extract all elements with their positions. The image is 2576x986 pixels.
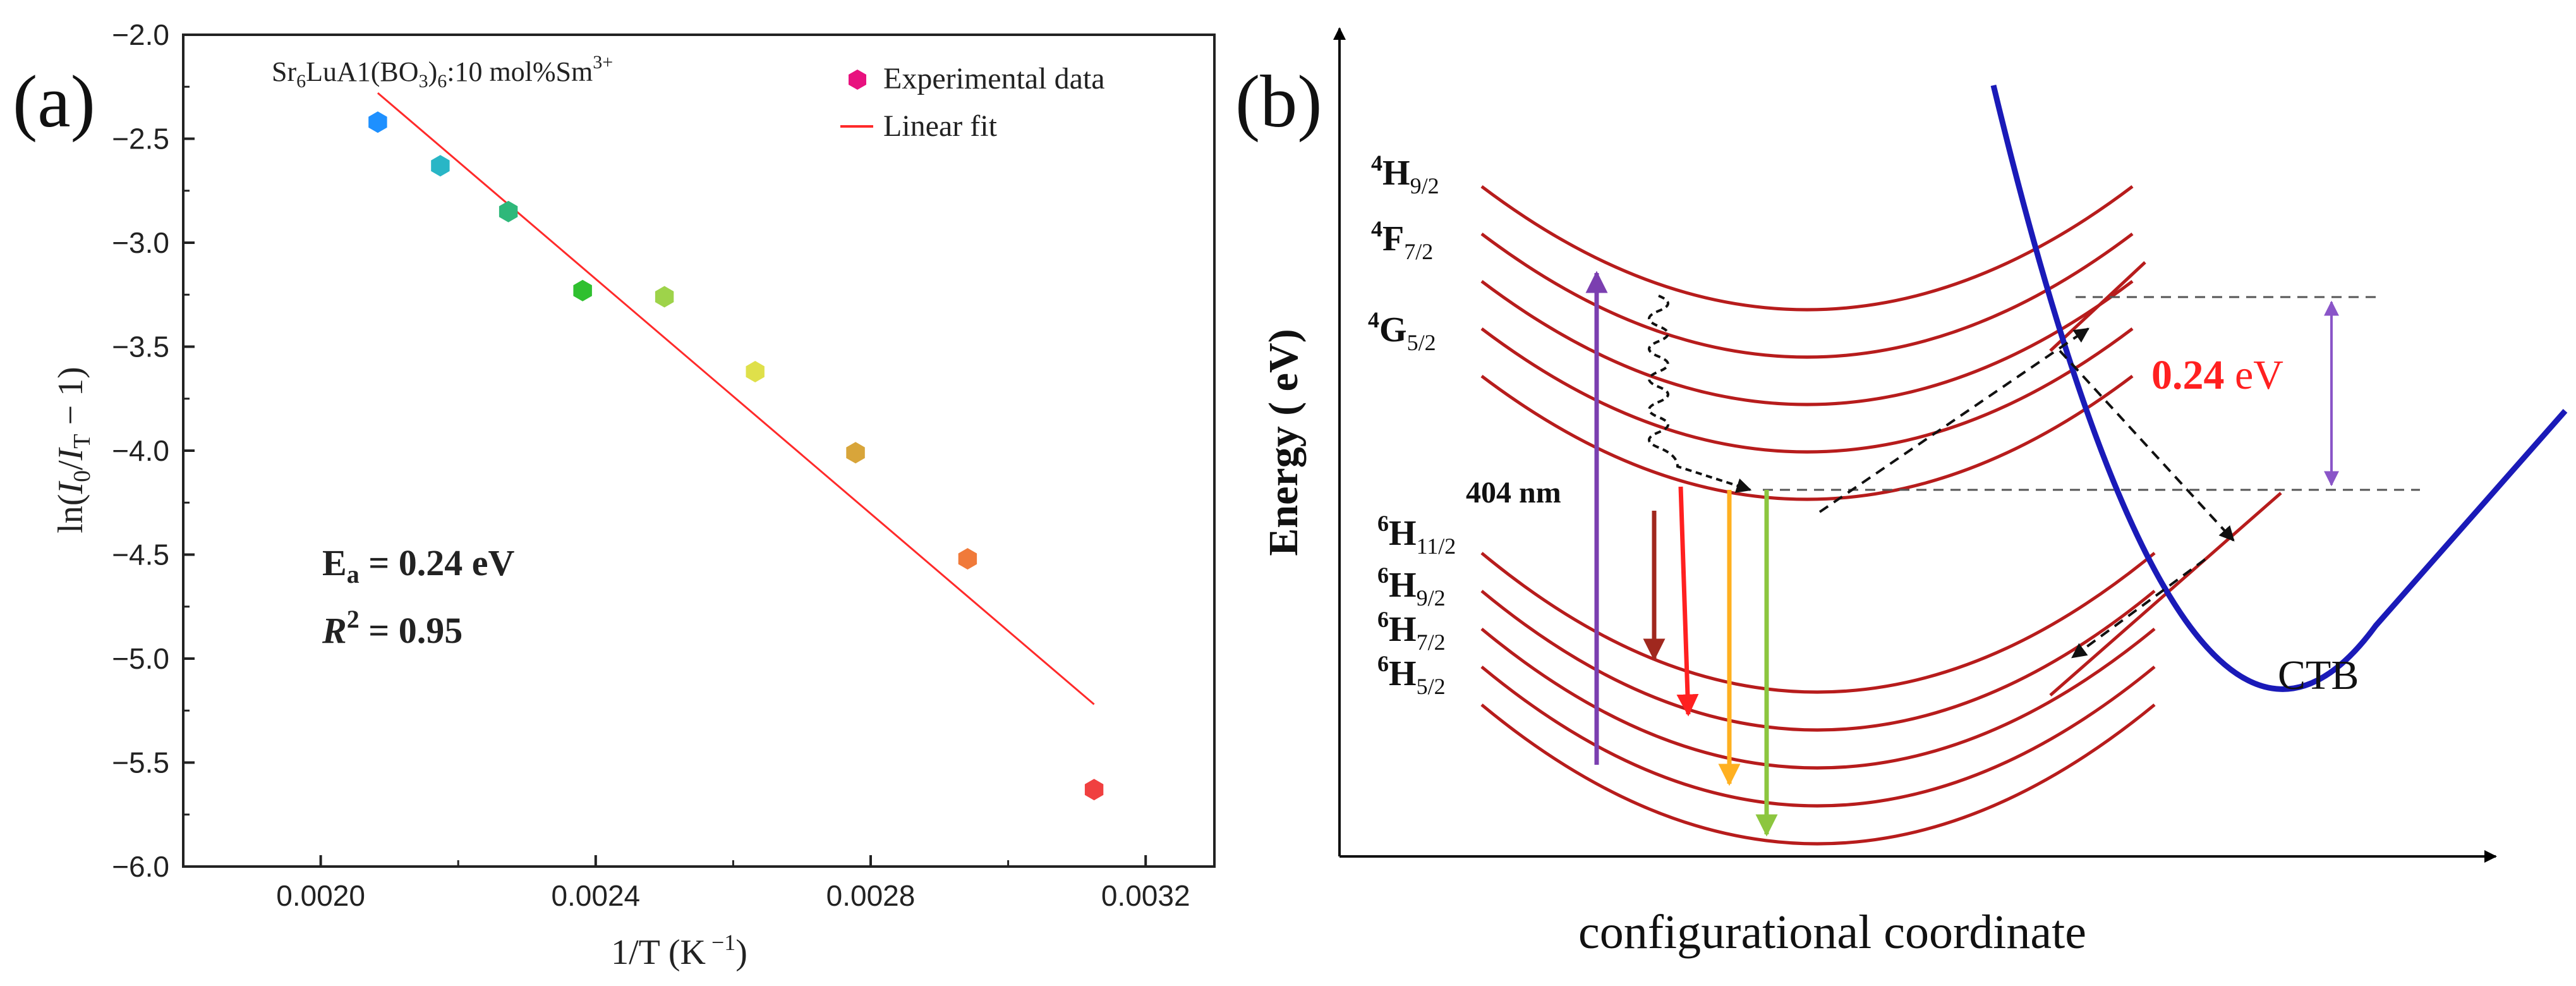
data-point	[499, 200, 518, 222]
energy-axis-label: Energy ( eV)	[1261, 329, 1307, 556]
x-axis-ticks: 0.0020 0.0024 0.0028 0.0032	[182, 855, 1190, 912]
x-tick-label: 0.0032	[1101, 879, 1190, 912]
panel-b: (b) Energy ( eV) configurational coordin…	[1235, 27, 2568, 959]
x-tick-label: 0.0028	[826, 879, 916, 912]
barrier-label: 0.24 eV	[2151, 352, 2283, 398]
ctb-relaxation-arrow	[2059, 350, 2235, 542]
lower-parabolas	[1480, 552, 2156, 846]
parabola-ground	[1480, 703, 2156, 846]
legend-marker-experimental	[849, 70, 866, 90]
y-tick-label: −4.5	[112, 539, 169, 571]
data-points	[368, 111, 1104, 801]
relaxation-wavy-arrow	[1648, 295, 1752, 493]
level-label-6H5-2: 6H5/2	[1377, 651, 1446, 699]
ctb-label: CTB	[2278, 652, 2359, 698]
activation-energy-label: Ea = 0.24 eV	[322, 542, 514, 588]
level-label-4H9-2: 4H9/2	[1371, 150, 1439, 198]
y-tick-label: −2.0	[112, 18, 169, 51]
level-label-6H7-2: 6H7/2	[1377, 607, 1446, 655]
level-label-6H11-2: 6H11/2	[1377, 511, 1456, 559]
x-tick-label: 0.0020	[276, 879, 365, 912]
y-tick-label: −2.5	[112, 123, 169, 155]
parabola-6H5-2	[1480, 666, 2156, 808]
r-squared-label: R2 = 0.95	[322, 605, 463, 651]
parabola-4F7-2	[1480, 233, 2134, 359]
data-point	[1084, 779, 1104, 801]
x-tick-label: 0.0024	[551, 879, 640, 912]
legend-label-experimental: Experimental data	[883, 62, 1105, 95]
y-tick-label: −5.0	[112, 642, 169, 675]
parabola-6H7-2	[1480, 628, 2156, 770]
panel-a-label: (a)	[13, 60, 95, 143]
level-label-4G5-2: 4G5/2	[1368, 307, 1436, 355]
y-axis-ticks: −2.0 −2.5 −3.0 −3.5 −4.0 −4.5 −5.0 −5.5 −6.0	[112, 18, 195, 883]
data-point	[368, 111, 387, 133]
parabola-4G5-2-a	[1480, 280, 2134, 406]
upper-level-labels: 4H9/2 4F7/2 4G5/2	[1368, 150, 1439, 355]
y-tick-label: −6.0	[112, 850, 169, 883]
thermal-activation-arrow	[1818, 327, 2089, 513]
coordinate-axis-label: configurational coordinate	[1578, 906, 2086, 959]
data-point	[958, 548, 977, 570]
parabola-6H11-2	[1480, 552, 2156, 694]
x-axis-label: 1/T (K −1)	[611, 930, 747, 972]
panel-b-label: (b)	[1235, 60, 1322, 143]
y-tick-label: −5.5	[112, 746, 169, 779]
excitation-label: 404 nm	[1466, 476, 1561, 509]
linear-fit-line	[377, 92, 1095, 705]
panel-a: (a) −2.0 −2.5 −3.0 −3.5 −4.0 −4.5 −5.0 −5.5 −6.0…	[13, 18, 1216, 972]
upper-parabolas	[1480, 185, 2134, 501]
data-point	[746, 361, 765, 382]
plot-frame	[182, 33, 1216, 868]
level-label-6H9-2: 6H9/2	[1377, 563, 1446, 611]
data-point	[573, 279, 592, 301]
y-tick-label: −3.5	[112, 331, 169, 363]
emission-arrow-6H9	[1676, 486, 1699, 717]
data-point	[431, 155, 450, 177]
y-axis-label: ln(I0/IT − 1)	[51, 367, 95, 533]
level-label-4F7-2: 4F7/2	[1371, 216, 1433, 264]
data-point	[846, 442, 865, 464]
y-tick-label: −3.0	[112, 226, 169, 259]
ctb-curve	[1990, 84, 2568, 692]
crossing-line-upper	[2049, 261, 2146, 352]
parabola-4G5-2-b	[1480, 327, 2134, 454]
data-point	[655, 286, 674, 308]
parabola-4G5-2-c	[1480, 375, 2134, 501]
parabola-6H9-2	[1480, 590, 2156, 732]
compound-label: Sr6LuA1(BO3)6:10 mol%Sm3+	[272, 52, 613, 92]
legend: Experimental data Linear fit	[840, 62, 1105, 143]
y-tick-label: −4.0	[112, 434, 169, 467]
legend-label-fit: Linear fit	[883, 109, 998, 143]
return-arrow	[2071, 558, 2206, 659]
lower-level-labels: 6H11/2 6H9/2 6H7/2 6H5/2	[1377, 511, 1456, 699]
